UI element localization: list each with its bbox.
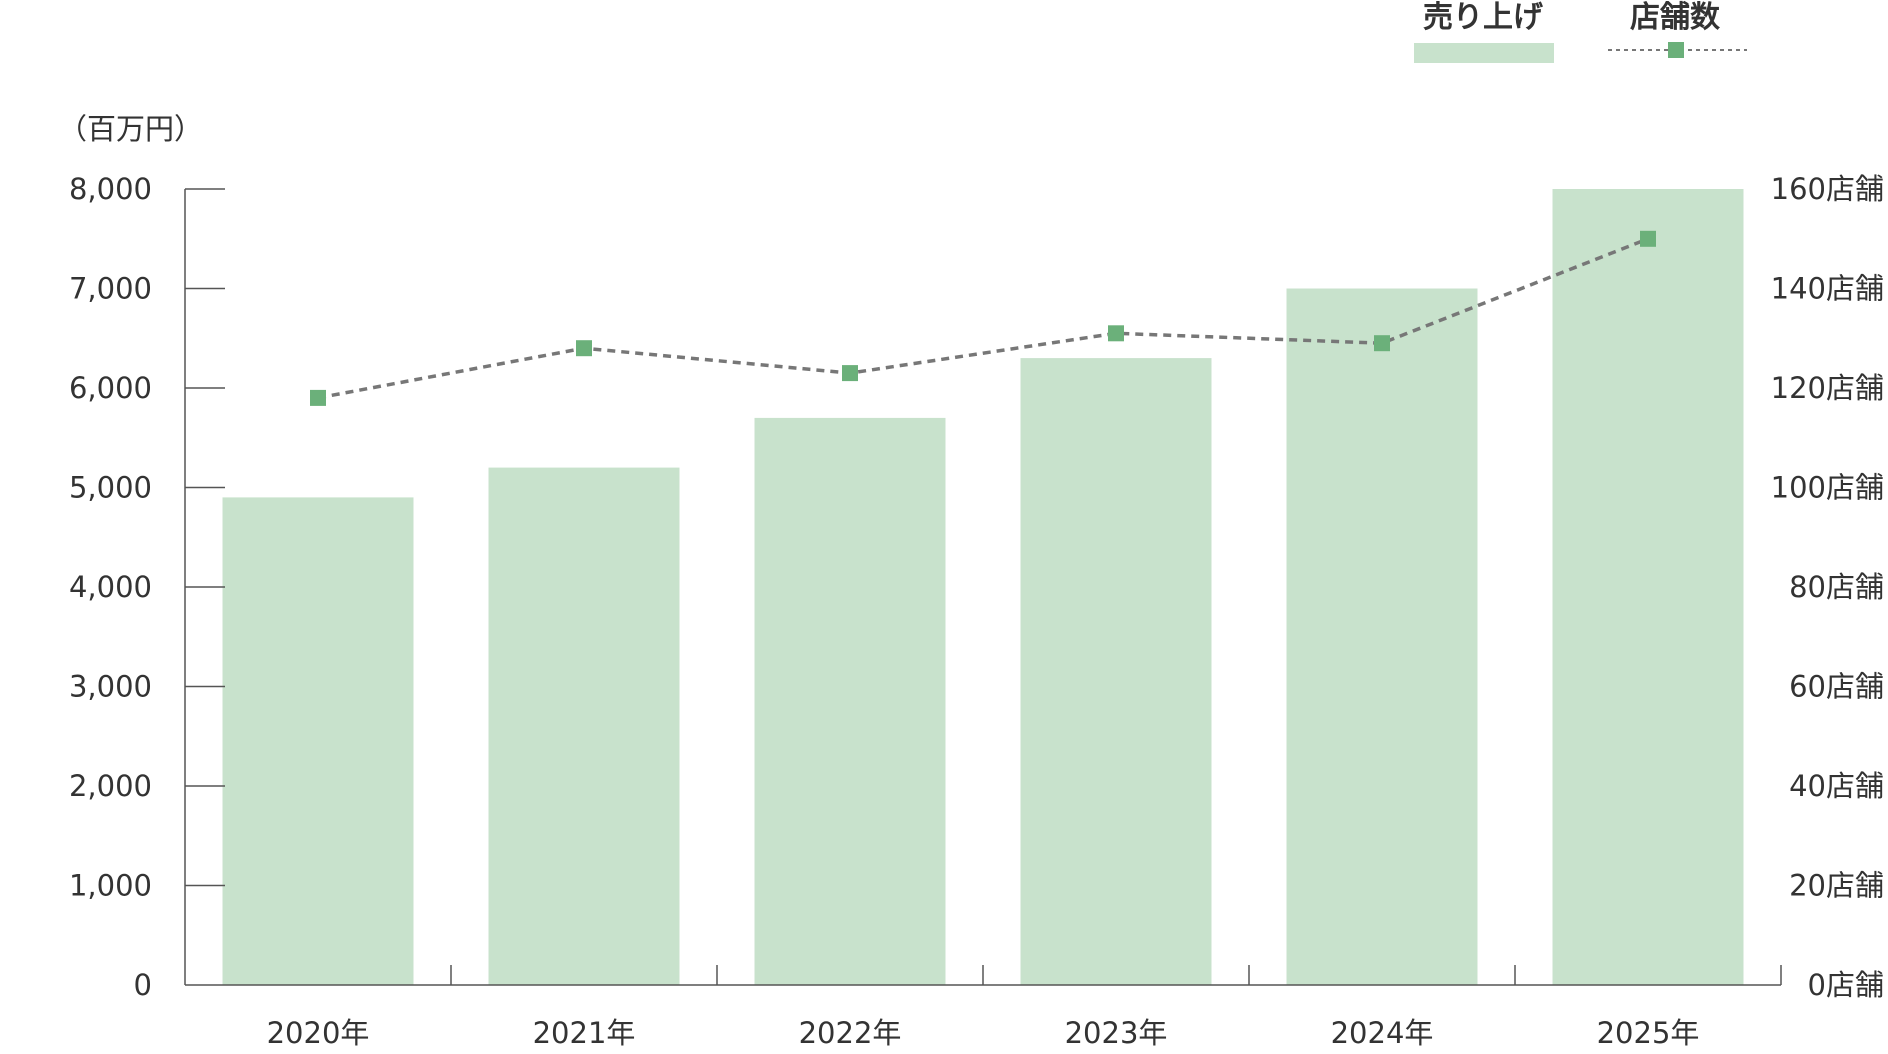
left-tick-label: 6,000	[69, 371, 152, 405]
right-tick-label: 60店舗	[1789, 670, 1884, 704]
stores-marker-0	[310, 389, 326, 406]
left-tick-label: 8,000	[69, 172, 152, 206]
bar-sales-1	[488, 467, 680, 986]
x-tick-label: 2023年	[1065, 1016, 1168, 1050]
x-tick-label: 2024年	[1331, 1016, 1434, 1050]
x-axis-labels: 2020年 2021年 2022年 2023年 2024年 2025年	[267, 1016, 1700, 1050]
left-tick-label: 2,000	[69, 769, 152, 803]
right-tick-label: 160店舗	[1771, 172, 1884, 206]
legend: 売り上げ 店舗数	[1414, 0, 1747, 63]
left-tick-label: 4,000	[69, 570, 152, 604]
left-axis-unit: （百万円）	[58, 112, 203, 146]
stores-marker-1	[576, 340, 592, 357]
legend-label-sales: 売り上げ	[1423, 0, 1544, 35]
legend-marker-stores	[1668, 42, 1684, 58]
bar-sales-2	[754, 417, 946, 985]
right-axis-labels: 0店舗 20店舗 40店舗 60店舗 80店舗 100店舗 120店舗 140店舗 160店舗	[1771, 172, 1884, 1002]
left-tick-label: 7,000	[69, 272, 152, 306]
stores-marker-3	[1108, 325, 1124, 342]
x-tick-label: 2021年	[533, 1016, 636, 1050]
left-tick-label: 1,000	[69, 869, 152, 903]
legend-swatch-sales	[1414, 43, 1554, 63]
right-tick-label: 40店舗	[1789, 769, 1884, 803]
bar-sales-3	[1020, 358, 1212, 986]
stores-line	[317, 237, 1649, 400]
stores-marker-2	[842, 365, 858, 382]
bar-sales-5	[1552, 189, 1744, 985]
legend-label-stores: 店舗数	[1630, 0, 1721, 35]
bar-sales-0	[222, 497, 414, 985]
left-tick-label: 5,000	[69, 471, 152, 505]
left-tick-label: 0	[134, 968, 152, 1002]
stores-marker-4	[1374, 335, 1390, 352]
bars-layer	[222, 189, 1744, 986]
x-tick-label: 2022年	[799, 1016, 902, 1050]
right-tick-label: 0店舗	[1808, 968, 1884, 1002]
left-axis-labels: 0 1,000 2,000 3,000 4,000 5,000 6,000 7,000 8,00…	[69, 172, 152, 1002]
right-tick-label: 20店舗	[1789, 869, 1884, 903]
right-tick-label: 100店舗	[1771, 471, 1884, 505]
right-tick-label: 120店舗	[1771, 371, 1884, 405]
bar-sales-4	[1286, 288, 1478, 985]
right-tick-label: 80店舗	[1789, 570, 1884, 604]
right-tick-label: 140店舗	[1771, 272, 1884, 306]
stores-line-layer	[310, 230, 1656, 406]
axes-layer	[184, 188, 1782, 986]
left-tick-label: 3,000	[69, 670, 152, 704]
x-tick-label: 2020年	[267, 1016, 370, 1050]
stores-marker-5	[1640, 230, 1656, 247]
x-tick-label: 2025年	[1597, 1016, 1700, 1050]
